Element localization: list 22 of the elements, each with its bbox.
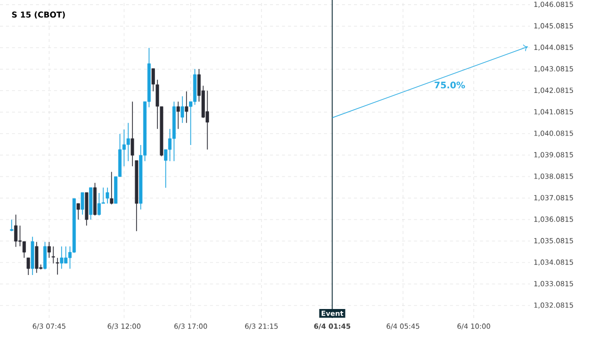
candlestick [26,257,30,276]
candlestick [152,68,155,92]
text: S 15 (CBOT) [12,11,65,19]
candlestick [56,257,60,275]
candlestick [97,192,101,216]
candlestick [180,96,184,124]
candlestick [130,101,134,167]
candlestick [52,246,55,264]
candlestick [64,246,68,264]
candlestick [184,90,188,124]
candlestick [80,192,84,216]
candlestick [206,90,209,150]
candlestick [34,242,38,274]
candlestick [60,246,64,270]
candlestick [106,187,110,204]
candlestick [76,203,80,220]
annotation: 75.0% [434,82,465,88]
candlestick [43,242,47,270]
candlestick [47,242,51,258]
candlestick [110,171,114,205]
candlestick [176,101,180,130]
candlestick [126,122,130,162]
